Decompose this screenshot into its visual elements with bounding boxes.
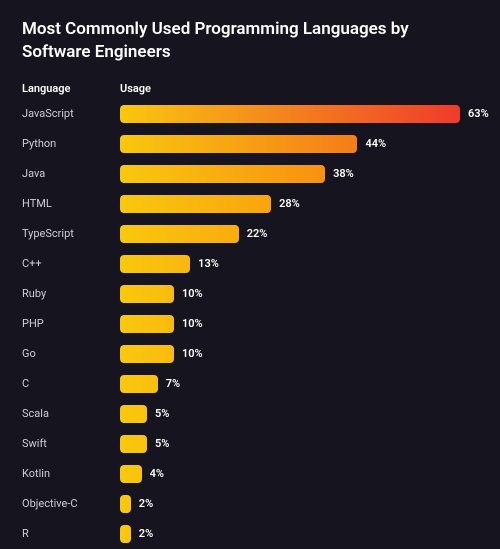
row-bar-area: 4% <box>120 465 478 483</box>
row-label: TypeScript <box>22 227 120 240</box>
row-value: 63% <box>468 107 489 120</box>
row-label: Kotlin <box>22 467 120 480</box>
chart-row: Python 44% <box>22 135 478 153</box>
row-bar-area: 28% <box>120 195 478 213</box>
chart-row: R 2% <box>22 525 478 543</box>
row-label: C++ <box>22 257 120 270</box>
row-bar <box>120 225 239 243</box>
row-bar <box>120 195 271 213</box>
row-value: 10% <box>182 317 203 330</box>
chart-row: TypeScript 22% <box>22 225 478 243</box>
row-value: 13% <box>198 257 219 270</box>
row-label: Go <box>22 347 120 360</box>
chart-header-row: Language Usage <box>22 82 478 95</box>
row-bar <box>120 255 190 273</box>
row-bar-area: 2% <box>120 495 478 513</box>
row-bar <box>120 165 325 183</box>
row-value: 2% <box>139 527 153 540</box>
row-label: Ruby <box>22 287 120 300</box>
row-value: 10% <box>182 287 203 300</box>
header-language: Language <box>22 82 120 95</box>
row-bar-area: 38% <box>120 165 478 183</box>
row-bar-area: 5% <box>120 405 478 423</box>
chart-row: Ruby 10% <box>22 285 478 303</box>
row-value: 7% <box>166 377 180 390</box>
row-label: Objective-C <box>22 497 120 510</box>
row-bar-area: 7% <box>120 375 478 393</box>
row-bar-area: 63% <box>120 105 489 123</box>
chart-row: PHP 10% <box>22 315 478 333</box>
row-bar-area: 44% <box>120 135 478 153</box>
row-value: 38% <box>333 167 354 180</box>
row-bar-area: 10% <box>120 315 478 333</box>
chart-row: Scala 5% <box>22 405 478 423</box>
row-value: 28% <box>279 197 300 210</box>
row-value: 22% <box>247 227 268 240</box>
row-value: 5% <box>155 437 169 450</box>
row-value: 10% <box>182 347 203 360</box>
row-bar <box>120 375 158 393</box>
row-bar-area: 2% <box>120 525 478 543</box>
row-bar-area: 10% <box>120 345 478 363</box>
chart-row: C++ 13% <box>22 255 478 273</box>
chart-title: Most Commonly Used Programming Languages… <box>22 18 478 64</box>
chart-rows: JavaScript63% Python 44% Java 38% HTML 28% Type… <box>22 105 478 543</box>
row-label: PHP <box>22 317 120 330</box>
chart-row: Swift 5% <box>22 435 478 453</box>
row-label: Swift <box>22 437 120 450</box>
row-bar <box>120 315 174 333</box>
row-label: Java <box>22 167 120 180</box>
row-bar <box>120 495 131 513</box>
chart-container: Most Commonly Used Programming Languages… <box>0 0 500 549</box>
row-label: JavaScript <box>22 107 120 120</box>
row-bar <box>120 105 460 123</box>
row-bar-area: 13% <box>120 255 478 273</box>
row-bar <box>120 405 147 423</box>
row-bar <box>120 525 131 543</box>
chart-row: C 7% <box>22 375 478 393</box>
row-label: Python <box>22 137 120 150</box>
row-value: 44% <box>365 137 386 150</box>
row-bar <box>120 285 174 303</box>
row-bar <box>120 465 142 483</box>
row-label: Scala <box>22 407 120 420</box>
chart-row: Java 38% <box>22 165 478 183</box>
row-label: C <box>22 377 120 390</box>
row-bar <box>120 435 147 453</box>
row-bar-area: 22% <box>120 225 478 243</box>
row-bar-area: 10% <box>120 285 478 303</box>
row-bar <box>120 345 174 363</box>
row-label: R <box>22 527 120 540</box>
chart-row: Go 10% <box>22 345 478 363</box>
row-bar-area: 5% <box>120 435 478 453</box>
chart-row: Objective-C 2% <box>22 495 478 513</box>
chart-row: Kotlin 4% <box>22 465 478 483</box>
row-label: HTML <box>22 197 120 210</box>
row-value: 5% <box>155 407 169 420</box>
row-value: 4% <box>150 467 164 480</box>
header-usage: Usage <box>120 82 478 95</box>
row-bar <box>120 135 357 153</box>
chart-row: HTML 28% <box>22 195 478 213</box>
row-value: 2% <box>139 497 153 510</box>
chart-row: JavaScript63% <box>22 105 478 123</box>
